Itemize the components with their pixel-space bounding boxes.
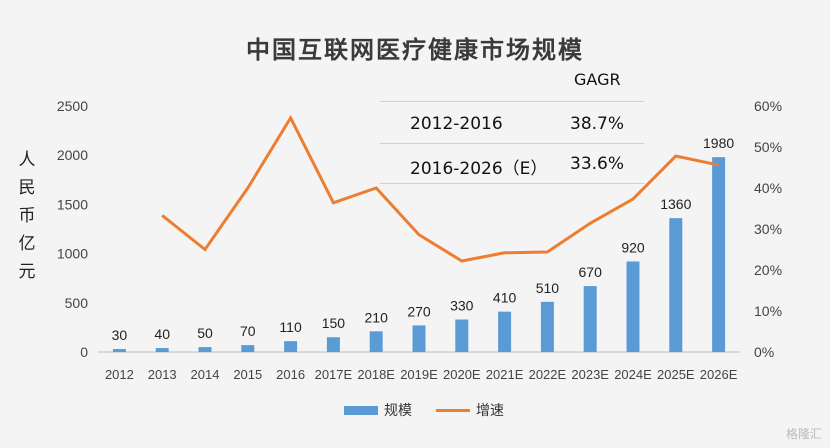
x-tick-label: 2024E [614,367,652,382]
x-tick-label: 2018E [357,367,395,382]
data-label: 1360 [660,196,691,212]
legend-label-bar: 规模 [384,403,412,419]
bar [455,319,469,352]
y-axis-label: 人民币亿元 [18,150,36,282]
x-tick-label: 2015 [233,367,262,382]
bar [412,325,426,352]
bar [241,345,255,352]
data-label: 150 [322,315,346,331]
cagr-row: 2012-2016 38.7% [410,110,640,138]
x-tick-label: 2017E [315,367,353,382]
y-tick-label-right: 40% [754,180,782,196]
cagr-divider [380,143,644,144]
data-label: 410 [493,290,517,306]
y-tick-label-left: 1000 [57,246,88,262]
cagr-value: 33.6% [570,154,625,174]
cagr-value: 38.7% [570,114,625,134]
x-tick-label: 2014 [191,367,220,382]
y-tick-label-right: 20% [754,262,782,278]
cagr-period: 2012-2016 [410,114,503,134]
cagr-divider [380,183,644,184]
x-tick-label: 2026E [700,367,738,382]
y-tick-label-left: 0 [80,344,88,360]
bar [284,341,298,352]
y-tick-label-left: 2000 [57,147,88,163]
x-tick-label: 2020E [443,367,481,382]
x-tick-label: 2016 [276,367,305,382]
bar [369,331,383,352]
bar [498,311,512,352]
y-tick-label-right: 60% [754,98,782,114]
cagr-row: 2016-2026（E） 33.6% [410,150,640,179]
data-label: 110 [279,319,302,335]
data-label: 40 [154,326,170,342]
bar [712,157,726,352]
data-label: 210 [365,309,389,325]
x-tick-label: 2013 [148,367,177,382]
bar [583,286,597,352]
y-tick-label-right: 0% [754,344,774,360]
cagr-divider [380,101,644,102]
x-tick-label: 2023E [571,367,609,382]
bar [112,349,126,352]
legend: 规模 增速 [0,398,830,422]
data-label: 1980 [703,135,734,151]
watermark: 格隆汇 [785,427,822,441]
data-label: 920 [621,239,645,255]
bar [155,348,169,352]
legend-label-line: 增速 [476,403,504,419]
chart-title: 中国互联网医疗健康市场规模 [246,35,584,64]
bar [198,347,212,352]
x-tick-label: 2019E [400,367,438,382]
y-tick-label-left: 500 [65,295,89,311]
data-label: 670 [579,264,603,280]
cagr-header: GAGR [574,70,621,89]
x-tick-label: 2012 [105,367,134,382]
data-label: 510 [536,280,560,296]
x-tick-label: 2025E [657,367,695,382]
y-tick-label-right: 50% [754,139,782,155]
bar [626,261,640,352]
data-label: 330 [450,298,474,314]
data-label: 70 [240,323,256,339]
x-tick-label: 2021E [486,367,524,382]
legend-swatch-bar [344,406,378,415]
bar [540,301,554,352]
y-tick-label-right: 10% [754,303,782,319]
data-label: 30 [112,327,128,343]
y-tick-label-right: 30% [754,221,782,237]
data-label: 50 [197,325,213,341]
cagr-period: 2016-2026（E） [410,159,548,179]
data-label: 270 [407,303,431,319]
x-tick-label: 2022E [529,367,567,382]
bar [669,218,683,352]
y-tick-label-left: 2500 [57,98,88,114]
y-tick-label-left: 1500 [57,196,88,212]
bar [326,337,340,352]
legend-swatch-line [436,409,470,412]
growth-line [161,114,719,263]
